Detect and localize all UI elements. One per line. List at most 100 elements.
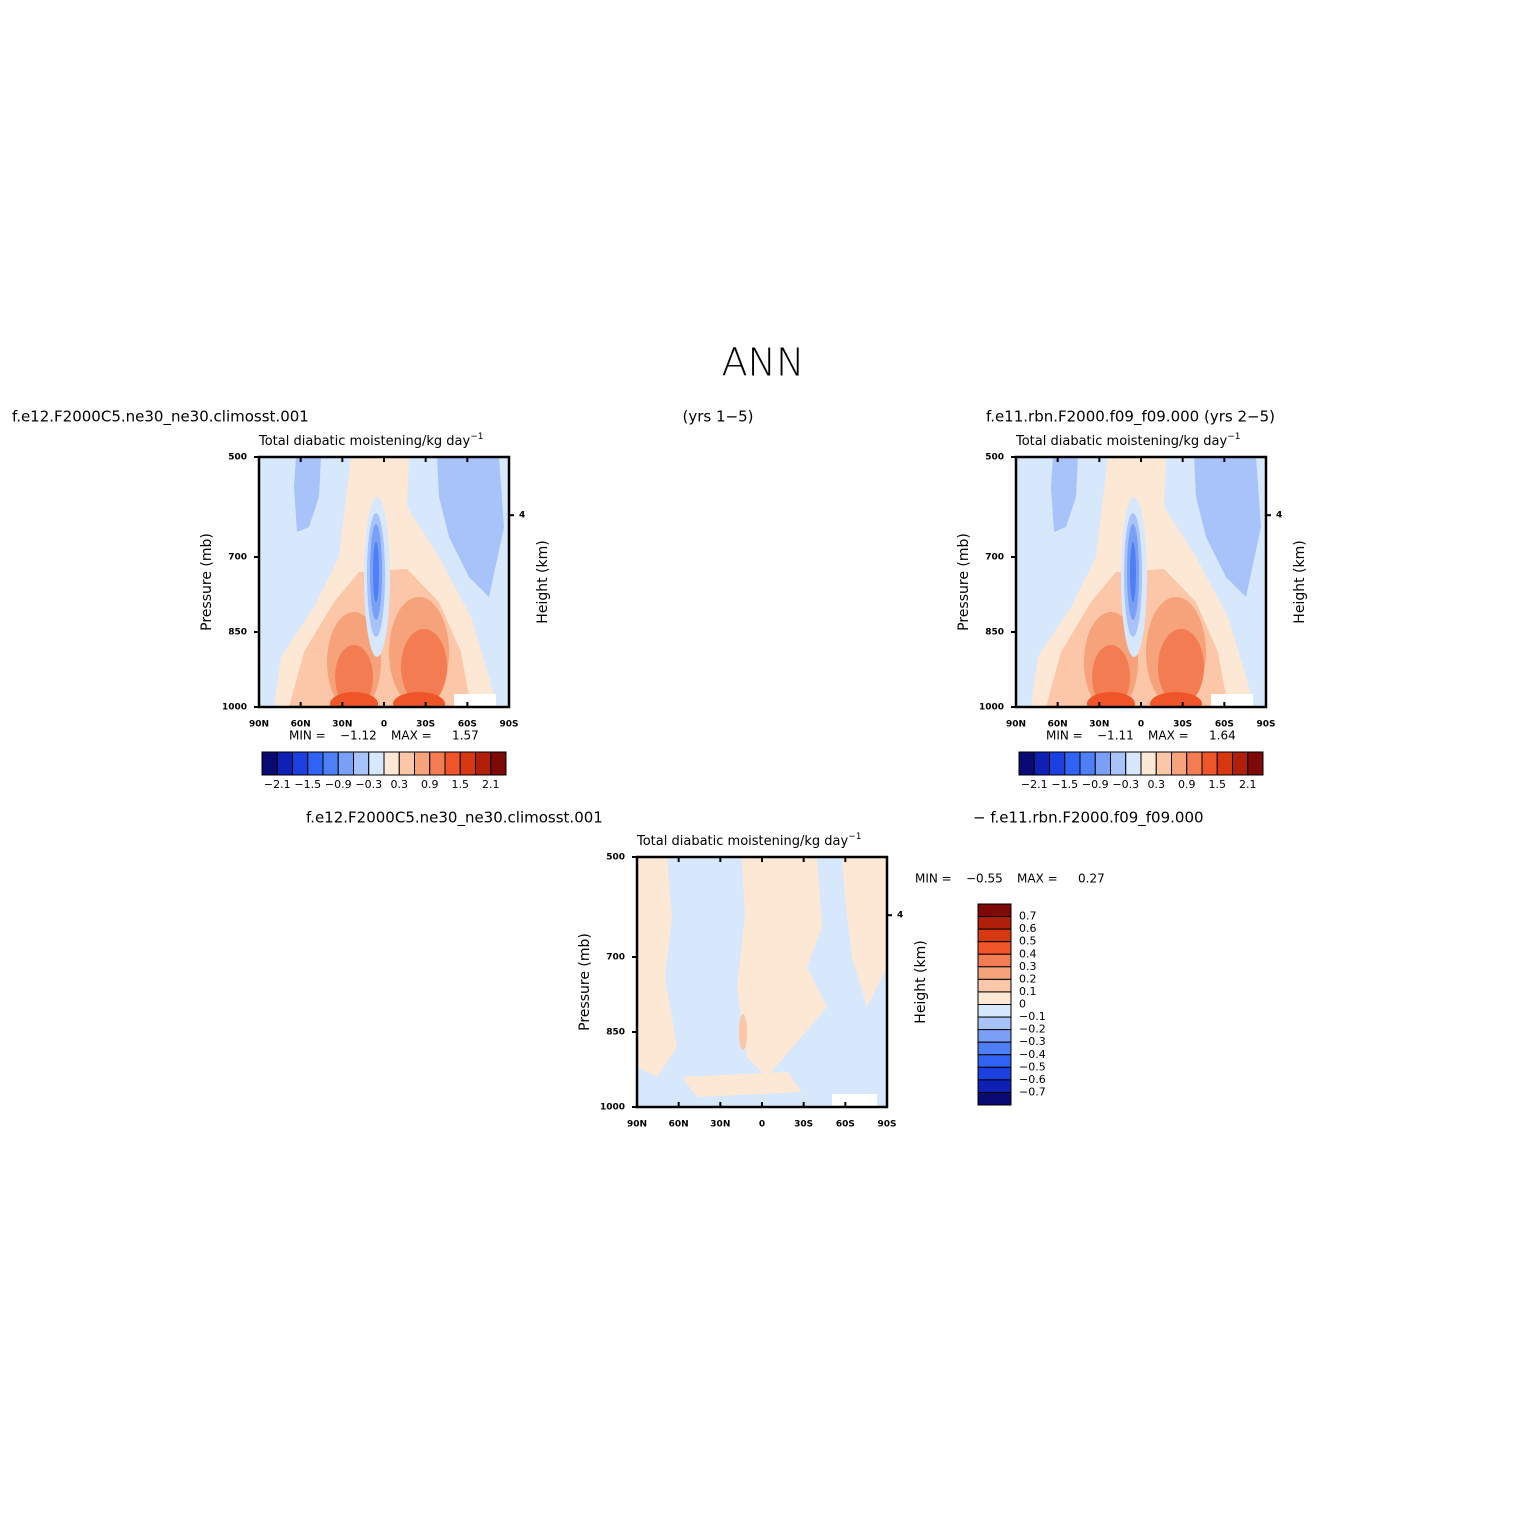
colorbar-box — [1033, 751, 1050, 776]
y2-tick-label: 4 — [519, 511, 525, 521]
y2-tick-label: 4 — [897, 911, 903, 921]
plot-title: Total diabatic moistening/kg day−1 — [1015, 432, 1240, 449]
colorbar-box — [977, 916, 1012, 930]
x-tick-label: 60N — [1048, 720, 1068, 730]
y-tick-label: 700 — [606, 953, 625, 963]
colorbar-label: 1.5 — [1209, 778, 1227, 791]
colorbar-box — [1201, 751, 1218, 776]
x-tick-label: 30S — [416, 720, 435, 730]
colorbar-label: −2.1 — [264, 778, 291, 791]
colorbar-box — [261, 751, 278, 776]
colorbar-box — [977, 903, 1012, 918]
stat-name: MAX = — [391, 729, 432, 743]
case-label: f.e12.F2000C5.ne30_ne30.climosst.001 — [12, 408, 309, 427]
colorbar-box — [1216, 751, 1233, 776]
colorbar-label: −2.1 — [1021, 778, 1048, 791]
case-label: f.e12.F2000C5.ne30_ne30.climosst.001 — [306, 809, 603, 828]
y-tick-label: 1000 — [222, 703, 247, 713]
colorbar-box — [383, 751, 400, 776]
colorbar-box — [429, 751, 446, 776]
y-axis-label: Pressure (mb) — [577, 933, 593, 1031]
colorbar-label: 2.1 — [1239, 778, 1257, 791]
colorbar-label: −0.2 — [1019, 1023, 1046, 1036]
colorbar-box — [414, 751, 431, 776]
colorbar-box — [977, 1066, 1012, 1081]
stat-value: −0.55 — [966, 872, 1003, 886]
stat-name: MIN = — [1046, 729, 1083, 743]
colorbar-box — [398, 751, 415, 776]
case-label: f.e11.rbn.F2000.f09_f09.000 (yrs 2−5) — [986, 408, 1275, 427]
colorbar-box — [1140, 751, 1157, 776]
stat-value: 1.57 — [452, 729, 479, 743]
stat-value: −1.12 — [340, 729, 377, 743]
colorbar-box — [977, 991, 1012, 1005]
colorbar-box — [353, 751, 370, 776]
colorbar-box — [1018, 751, 1035, 776]
colorbar-box — [977, 978, 1012, 993]
x-tick-label: 0 — [759, 1120, 765, 1130]
x-tick-label: 60N — [669, 1120, 689, 1130]
colorbar-box — [977, 1079, 1012, 1093]
y2-axis-label: Height (km) — [913, 940, 929, 1023]
colorbar-label: 0.9 — [421, 778, 439, 791]
x-tick-label: 30N — [1089, 720, 1109, 730]
y-tick-label: 500 — [228, 453, 247, 463]
colorbar-label: −0.7 — [1019, 1085, 1046, 1098]
contour-fill — [637, 857, 887, 1107]
x-tick-label: 60S — [836, 1120, 855, 1130]
y-tick-label: 850 — [228, 628, 247, 638]
x-tick-label: 90N — [627, 1120, 647, 1130]
x-tick-label: 60N — [291, 720, 311, 730]
case-label: − f.e11.rbn.F2000.f09_f09.000 — [973, 809, 1204, 828]
colorbar-label: 1.5 — [452, 778, 470, 791]
figure-title: ANN — [722, 341, 805, 385]
colorbar-box — [368, 751, 385, 776]
colorbar-label: −0.3 — [355, 778, 382, 791]
x-tick-label: 60S — [458, 720, 477, 730]
colorbar-box — [977, 1054, 1012, 1068]
colorbar-box — [1186, 751, 1203, 776]
colorbar-label: −0.3 — [1112, 778, 1139, 791]
colorbar-label: 0.5 — [1019, 935, 1037, 948]
x-tick-label: 60S — [1215, 720, 1234, 730]
colorbar-label: −0.4 — [1019, 1048, 1046, 1061]
colorbar-label: −0.3 — [1019, 1035, 1046, 1048]
stat-name: MAX = — [1148, 729, 1189, 743]
stat-name: MIN = — [915, 872, 952, 886]
colorbar-box — [977, 1016, 1012, 1031]
colorbar-box — [1125, 751, 1142, 776]
title-superscript: −1 — [470, 432, 483, 442]
contour-fill — [259, 457, 509, 716]
title-text: Total diabatic moistening/kg day — [1015, 434, 1227, 449]
colorbar-label: 0.7 — [1019, 910, 1037, 923]
colorbar-box — [292, 751, 309, 776]
colorbar-box — [977, 1041, 1012, 1056]
stat-name: MAX = — [1017, 872, 1058, 886]
x-tick-label: 30N — [710, 1120, 730, 1130]
y-tick-label: 700 — [985, 553, 1004, 563]
stat-value: 0.27 — [1078, 872, 1105, 886]
stat-value: −1.11 — [1097, 729, 1134, 743]
title-superscript: −1 — [848, 832, 861, 842]
x-tick-label: 90S — [1256, 720, 1275, 730]
y2-axis-label: Height (km) — [1292, 540, 1308, 623]
y-tick-label: 500 — [606, 853, 625, 863]
colorbar-box — [1247, 751, 1264, 776]
colorbar-box — [1155, 751, 1172, 776]
colorbar-box — [276, 751, 293, 776]
y-tick-label: 700 — [228, 553, 247, 563]
colorbar-box — [977, 1091, 1012, 1106]
colorbar-label: 0.3 — [1148, 778, 1166, 791]
colorbar-label: 0.4 — [1019, 947, 1037, 960]
colorbar-box — [337, 751, 354, 776]
colorbar-label: −1.5 — [294, 778, 321, 791]
colorbar-label: 0.3 — [391, 778, 409, 791]
y-axis-label: Pressure (mb) — [199, 533, 215, 631]
x-tick-label: 90S — [499, 720, 518, 730]
x-tick-label: 90N — [1006, 720, 1026, 730]
title-text: Total diabatic moistening/kg day — [258, 434, 470, 449]
title-superscript: −1 — [1227, 432, 1240, 442]
colorbar-box — [977, 928, 1012, 943]
colorbar-label: −0.1 — [1019, 1010, 1046, 1023]
